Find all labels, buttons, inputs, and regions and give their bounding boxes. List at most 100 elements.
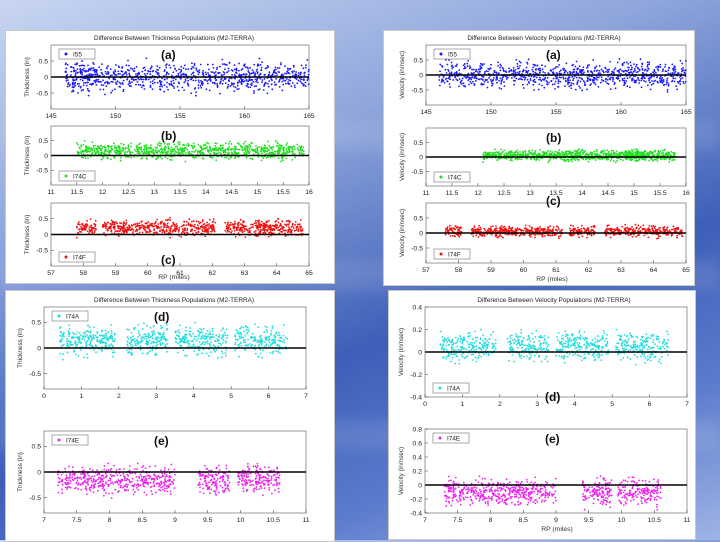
x-tick-label: 165 <box>303 113 315 120</box>
data-point <box>206 142 208 144</box>
data-point <box>655 66 657 68</box>
data-point <box>187 80 189 82</box>
data-point <box>511 158 513 160</box>
data-point <box>538 83 540 85</box>
data-point <box>596 149 598 151</box>
data-point <box>581 78 583 80</box>
data-point <box>511 77 513 79</box>
data-point <box>647 61 649 63</box>
data-point <box>647 67 649 69</box>
data-point <box>175 146 177 148</box>
data-point <box>114 88 116 90</box>
x-tick-label: 12.5 <box>497 190 510 197</box>
data-point <box>561 151 563 153</box>
data-point <box>103 226 105 228</box>
data-point <box>219 152 221 154</box>
data-point <box>77 144 79 146</box>
data-point <box>227 221 229 223</box>
data-point <box>304 82 306 84</box>
data-point <box>103 232 105 234</box>
data-point <box>628 151 630 153</box>
data-point <box>543 79 545 81</box>
data-point <box>587 65 589 67</box>
data-point <box>150 147 152 149</box>
data-point <box>525 70 527 72</box>
data-point <box>208 228 210 230</box>
data-point <box>284 153 286 155</box>
data-point <box>115 149 117 151</box>
data-point <box>253 90 255 92</box>
data-point <box>652 160 654 162</box>
data-point <box>607 76 609 78</box>
data-point <box>187 68 189 70</box>
data-point <box>160 145 162 147</box>
data-point <box>209 79 211 81</box>
data-point <box>121 227 123 229</box>
data-point <box>256 78 258 80</box>
data-point <box>201 81 203 83</box>
data-point <box>631 69 633 71</box>
data-point <box>153 153 155 155</box>
data-point <box>77 83 79 85</box>
data-point <box>294 230 296 232</box>
data-point <box>114 228 116 230</box>
data-point <box>610 160 612 162</box>
data-point <box>231 74 233 76</box>
data-point <box>155 149 157 151</box>
data-point <box>240 78 242 80</box>
data-point <box>262 223 264 225</box>
data-point <box>485 154 487 156</box>
data-point <box>529 225 531 227</box>
data-point <box>603 152 605 154</box>
data-point <box>255 78 257 80</box>
data-point <box>224 68 226 70</box>
data-point <box>519 65 521 67</box>
data-point <box>659 77 661 79</box>
data-point <box>197 84 199 86</box>
data-point <box>201 229 203 231</box>
data-point <box>139 232 141 234</box>
data-point <box>627 63 629 65</box>
data-point <box>492 153 494 155</box>
data-point <box>626 85 628 87</box>
x-tick-label: 60 <box>144 270 152 277</box>
data-point <box>67 64 69 66</box>
data-point <box>306 59 308 61</box>
data-point <box>500 154 502 156</box>
data-point <box>249 158 251 160</box>
data-point <box>288 147 290 149</box>
data-point <box>117 152 119 154</box>
data-point <box>197 227 199 229</box>
data-point <box>151 65 153 67</box>
data-point <box>289 80 291 82</box>
data-point <box>103 152 105 154</box>
data-point <box>267 225 269 227</box>
data-point <box>605 78 607 80</box>
data-point <box>475 76 477 78</box>
data-point <box>634 81 636 83</box>
x-tick-label: 14.5 <box>601 190 614 197</box>
data-point <box>456 71 458 73</box>
data-point <box>260 69 262 71</box>
data-point <box>674 77 676 79</box>
data-point <box>230 148 232 150</box>
data-point <box>541 64 543 66</box>
data-point <box>660 158 662 160</box>
data-point <box>236 88 238 90</box>
data-point <box>191 145 193 147</box>
data-point <box>441 78 443 80</box>
data-point <box>473 69 475 71</box>
data-point <box>261 159 263 161</box>
x-tick-label: 145 <box>420 109 432 116</box>
data-point <box>589 78 591 80</box>
data-point <box>197 70 199 72</box>
data-point <box>232 153 234 155</box>
data-point <box>203 153 205 155</box>
data-point <box>554 83 556 85</box>
data-point <box>676 237 678 239</box>
data-point <box>515 154 517 156</box>
data-point <box>650 88 652 90</box>
data-point <box>164 148 166 150</box>
data-point <box>566 151 568 153</box>
data-point <box>285 83 287 85</box>
